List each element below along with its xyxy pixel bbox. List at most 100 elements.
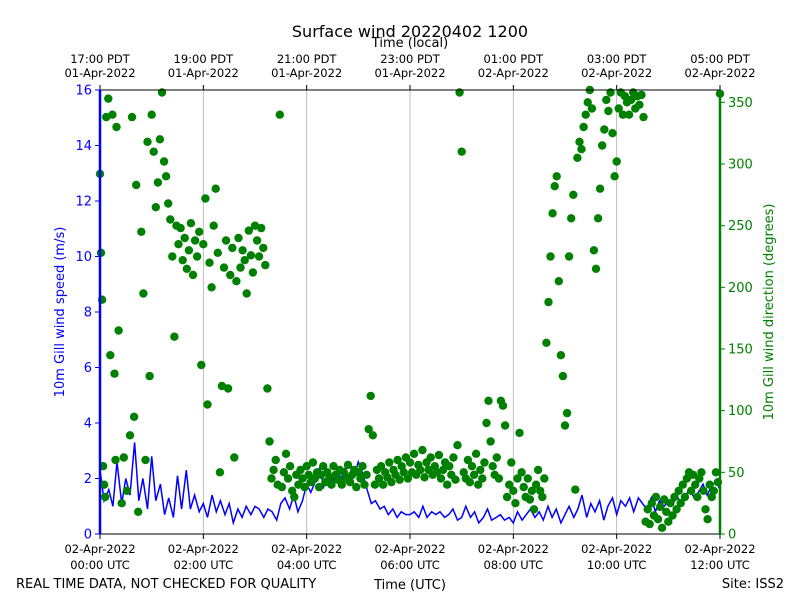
wind-direction-point <box>188 270 198 280</box>
wind-direction-point <box>370 480 380 489</box>
wind-direction-point <box>201 194 210 203</box>
wind-direction-point <box>480 458 489 467</box>
wind-direction-point <box>575 137 584 146</box>
wind-direction-point <box>178 256 187 265</box>
wind-direction-point <box>509 486 518 495</box>
bottom-tick-time: 00:00 UTC <box>70 558 130 572</box>
wind-direction-point <box>104 94 113 103</box>
bottom-tick-date: 02-Apr-2022 <box>478 542 549 556</box>
wind-direction-point <box>558 371 568 381</box>
wind-direction-point <box>127 112 137 122</box>
quality-notice: REAL TIME DATA, NOT CHECKED FOR QUALITY <box>16 577 316 592</box>
top-tick-time: 21:00 PDT <box>277 52 338 66</box>
wind-direction-point <box>564 252 574 261</box>
wind-direction-point <box>403 474 413 483</box>
wind-direction-point <box>378 480 388 489</box>
wind-direction-point <box>170 332 179 341</box>
wind-direction-point <box>693 492 702 502</box>
wind-direction-point <box>362 470 371 479</box>
wind-direction-point <box>166 215 175 224</box>
wind-direction-point <box>500 421 510 430</box>
wind-direction-point <box>618 110 628 119</box>
bottom-axis: 02-Apr-2022 00:00 UTC 02-Apr-2022 02:00 UTC… <box>64 534 756 572</box>
wind-direction-point <box>593 214 603 223</box>
wind-direction-point <box>108 110 117 119</box>
wind-direction-point <box>418 445 427 455</box>
wind-direction-point <box>476 465 485 475</box>
wind-direction-point <box>436 474 446 483</box>
left-tick-label: 14 <box>75 139 92 154</box>
wind-direction-point <box>211 184 220 193</box>
wind-direction-point <box>356 474 365 483</box>
wind-direction-point <box>643 505 652 514</box>
wind-direction-point <box>529 505 539 514</box>
wind-direction-point <box>139 289 148 298</box>
wind-direction-point <box>626 95 636 105</box>
wind-direction-point <box>281 449 291 458</box>
wind-direction-point <box>556 351 566 360</box>
right-axis-label: 10m Gill wind direction (degrees) <box>762 204 777 421</box>
wind-direction-point <box>513 474 522 483</box>
wind-direction-point <box>110 369 119 378</box>
wind-direction-point <box>376 462 386 471</box>
wind-direction-point <box>639 112 648 122</box>
wind-direction-point <box>670 492 679 502</box>
grid-layer <box>99 90 721 534</box>
wind-direction-point <box>151 203 160 212</box>
wind-direction-point <box>257 223 266 233</box>
bottom-axis-label: Time (UTC) <box>373 578 446 593</box>
wind-direction-point <box>705 480 714 489</box>
wind-direction-point <box>494 474 504 483</box>
wind-direction-point <box>657 523 667 532</box>
wind-direction-point <box>469 470 479 479</box>
wind-direction-point <box>595 184 605 193</box>
wind-direction-point <box>134 507 143 516</box>
wind-direction-point <box>337 480 346 489</box>
wind-direction-point <box>164 199 173 208</box>
wind-direction-point <box>248 268 258 277</box>
wind-direction-point <box>275 110 284 119</box>
wind-direction-point <box>676 499 685 508</box>
wind-direction-point <box>701 505 710 514</box>
wind-direction-point <box>226 270 235 280</box>
wind-direction-point <box>587 104 597 113</box>
wind-direction-point <box>637 90 646 100</box>
wind-direction-point <box>498 401 508 410</box>
chart-title: Surface wind 20220402 1200 <box>292 22 528 41</box>
wind-direction-point <box>697 468 706 477</box>
right-axis: 0 50 100 150 200 250 300 350 <box>720 96 753 543</box>
top-tick-time: 23:00 PDT <box>380 52 441 66</box>
right-tick-label: 150 <box>728 343 753 358</box>
wind-direction-point <box>602 95 611 105</box>
wind-direction-point <box>176 223 185 233</box>
left-tick-label: 0 <box>84 528 92 543</box>
wind-direction-point <box>259 243 268 253</box>
wind-direction-point <box>660 495 669 504</box>
wind-direction-point <box>393 455 402 465</box>
wind-direction-point <box>174 240 183 249</box>
wind-direction-point <box>223 384 233 393</box>
wind-direction-point <box>228 243 237 253</box>
wind-direction-point <box>232 277 241 286</box>
wind-direction-point <box>219 263 229 272</box>
wind-direction-point <box>387 478 396 487</box>
wind-direction-point <box>688 470 698 479</box>
wind-direction-point <box>329 462 338 471</box>
wind-direction-point <box>426 453 435 462</box>
wind-direction-point <box>573 153 582 162</box>
top-tick-date: 01-Apr-2022 <box>271 66 342 80</box>
top-tick-time: 17:00 PDT <box>70 52 131 66</box>
wind-direction-point <box>662 507 671 516</box>
wind-direction-point <box>552 172 561 181</box>
left-tick-label: 12 <box>75 195 92 210</box>
wind-direction-point <box>474 480 483 489</box>
wind-direction-point <box>153 178 163 187</box>
wind-direction-point <box>343 460 353 470</box>
wind-direction-point <box>666 499 675 508</box>
wind-direction-point <box>137 227 146 236</box>
wind-direction-point <box>141 455 150 465</box>
bottom-tick-time: 12:00 UTC <box>690 558 750 572</box>
top-tick-time: 05:00 PDT <box>690 52 751 66</box>
right-tick-label: 50 <box>728 466 745 481</box>
wind-direction-point <box>612 157 621 166</box>
